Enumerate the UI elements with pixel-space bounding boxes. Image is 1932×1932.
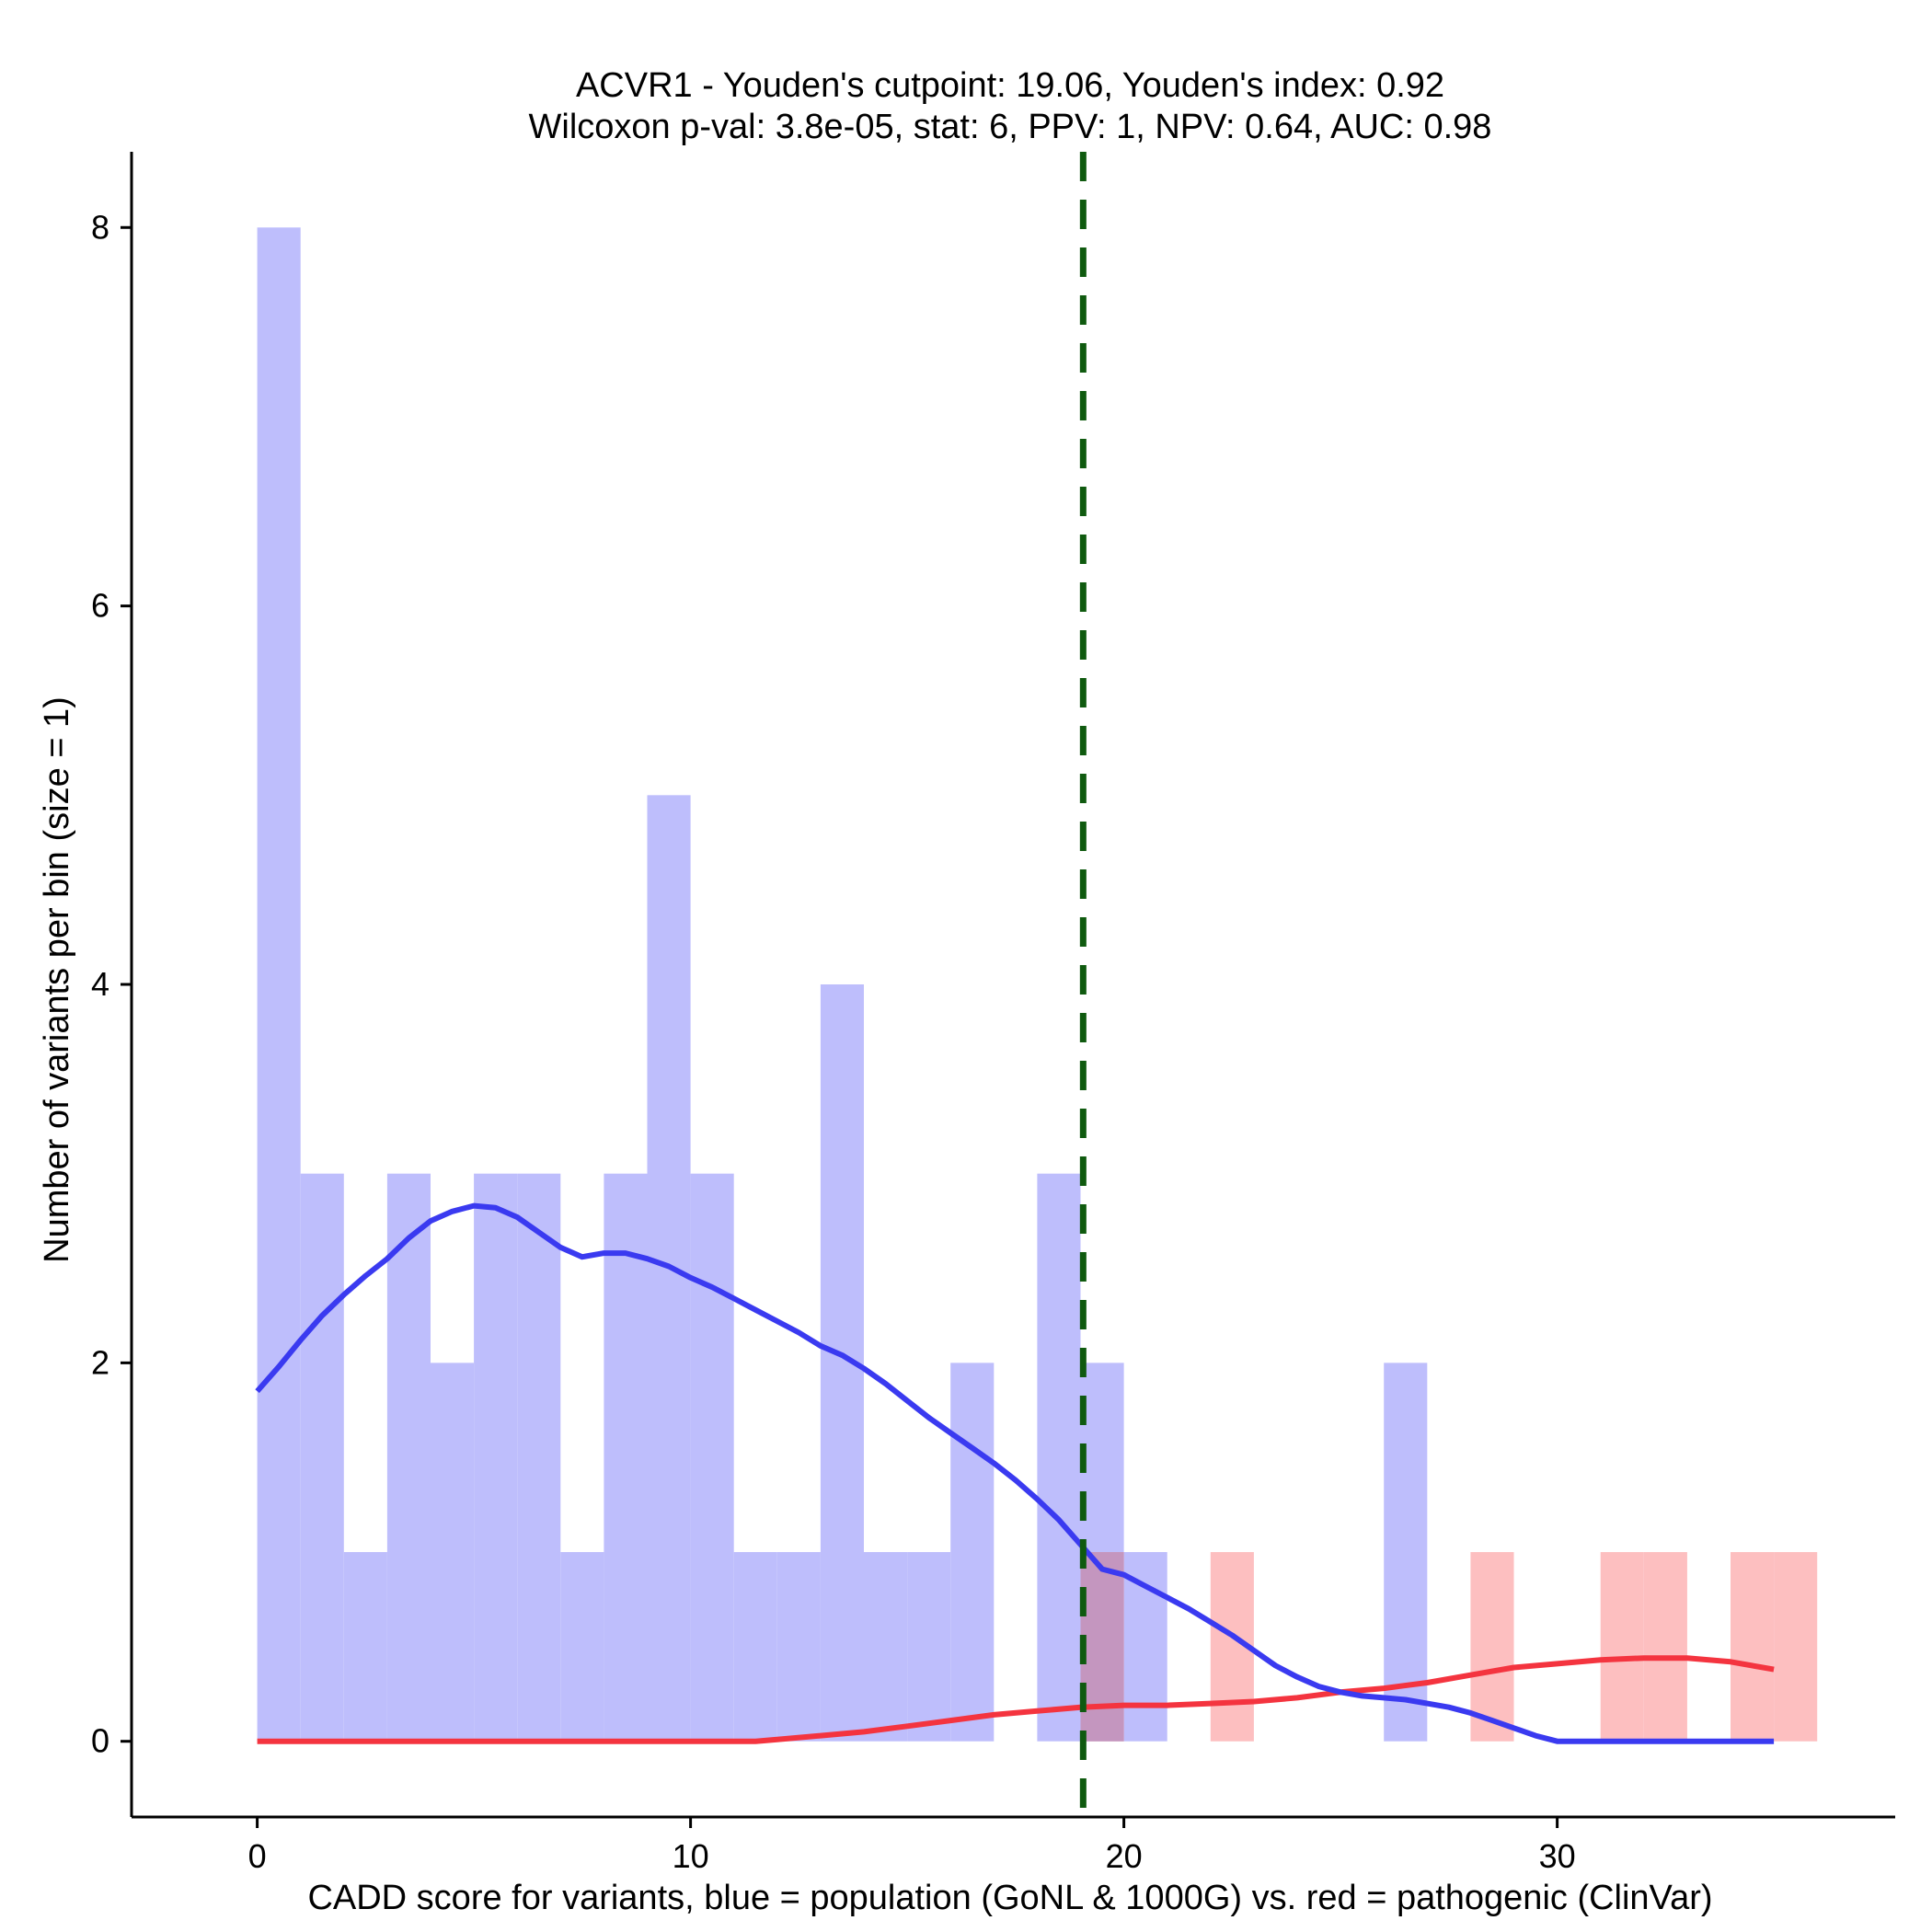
y-tick-label: 4 (91, 965, 109, 1003)
population-bar (604, 1173, 648, 1742)
population-bar (1384, 1363, 1428, 1742)
population-bar (474, 1173, 518, 1742)
pathogenic-bars (1080, 1552, 1818, 1742)
population-bar (950, 1363, 995, 1742)
x-tick-label: 20 (1106, 1837, 1143, 1875)
x-tick-label: 10 (673, 1837, 709, 1875)
y-tick-label: 0 (91, 1722, 109, 1760)
population-bar (690, 1173, 734, 1742)
pathogenic-bar (1600, 1552, 1644, 1742)
y-tick-label: 6 (91, 587, 109, 625)
x-tick-label: 0 (248, 1837, 267, 1875)
pathogenic-bar (1731, 1552, 1775, 1742)
pathogenic-density-line (257, 1655, 1775, 1744)
pathogenic-bar (1470, 1552, 1514, 1742)
population-bar (560, 1552, 604, 1742)
y-tick-label: 8 (91, 208, 109, 246)
population-bar (907, 1552, 951, 1742)
y-tick-label: 2 (91, 1343, 109, 1381)
overlap-bar (1080, 1552, 1124, 1742)
population-bar (776, 1552, 821, 1742)
pathogenic-bar (1643, 1552, 1687, 1742)
population-bar (1037, 1173, 1081, 1742)
population-bar (430, 1363, 475, 1742)
population-bar (257, 227, 301, 1742)
chart-title-line1: ACVR1 - Youden's cutpoint: 19.06, Youden… (576, 66, 1444, 105)
overlap-bars (1080, 1552, 1124, 1742)
pathogenic-bar (1774, 1552, 1818, 1742)
x-axis-label: CADD score for variants, blue = populati… (307, 1879, 1712, 1917)
population-bar (733, 1552, 777, 1742)
population-bar (864, 1552, 908, 1742)
chart-title-line2: Wilcoxon p-val: 3.8e-05, stat: 6, PPV: 1… (529, 108, 1492, 146)
population-bar (300, 1173, 344, 1742)
population-bar (386, 1173, 431, 1742)
density-curves (255, 1202, 1775, 1744)
population-bar (517, 1173, 561, 1742)
population-bar (343, 1552, 387, 1742)
axes: 0 2 4 6 8 0 10 20 30 (91, 152, 1895, 1875)
x-tick-label: 30 (1539, 1837, 1576, 1875)
population-bars (257, 227, 1428, 1742)
population-density-line (255, 1202, 1775, 1744)
y-axis-label: Number of variants per bin (size = 1) (38, 696, 76, 1263)
